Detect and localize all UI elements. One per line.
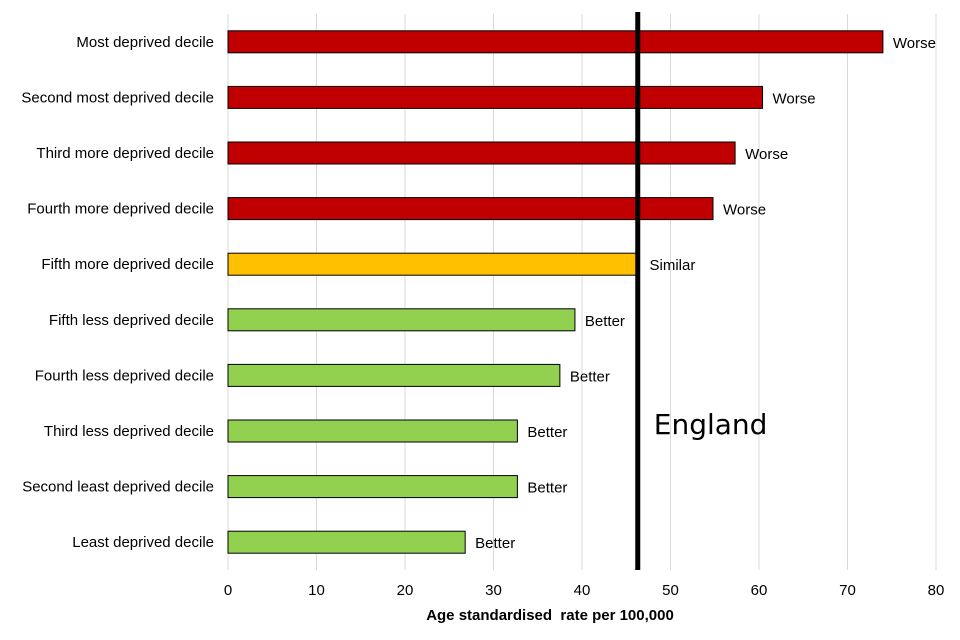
category-label: Fourth more deprived decile: [27, 201, 214, 218]
bar: [227, 363, 561, 387]
bar: [227, 141, 736, 165]
bar: [227, 475, 518, 499]
reference-line-label: England: [654, 408, 768, 441]
bar: [227, 419, 518, 443]
category-label: Third more deprived decile: [36, 145, 214, 162]
x-tick-label: 60: [751, 582, 768, 599]
bar: [227, 197, 714, 221]
x-tick-label: 70: [839, 582, 856, 599]
bar: [227, 30, 884, 54]
category-label: Fourth less deprived decile: [35, 367, 214, 384]
bar-comparison-label: Worse: [723, 202, 766, 219]
bar-comparison-label: Better: [570, 368, 610, 385]
category-label: Fifth less deprived decile: [49, 312, 214, 329]
bar-comparison-label: Better: [527, 480, 567, 497]
bar: [227, 308, 576, 332]
x-tick-label: 50: [662, 582, 679, 599]
bar-comparison-label: Better: [475, 535, 515, 552]
x-tick-label: 10: [308, 582, 325, 599]
bar-comparison-label: Worse: [745, 146, 788, 163]
bars: [227, 30, 884, 554]
category-label: Second most deprived decile: [21, 89, 214, 106]
bar: [227, 85, 764, 109]
category-label: Third less deprived decile: [44, 423, 214, 440]
x-tick-label: 80: [928, 582, 945, 599]
category-label: Most deprived decile: [76, 34, 214, 51]
labels: 0 10 20 30 40 50 60 70 80 Most deprived decile Wor…: [21, 34, 944, 599]
x-tick-label: 40: [574, 582, 591, 599]
bar: [227, 252, 641, 276]
x-axis-title: Age standardised rate per 100,000: [426, 607, 674, 624]
category-label: Fifth more deprived decile: [41, 256, 214, 273]
x-tick-label: 0: [224, 582, 232, 599]
bar-comparison-label: Worse: [893, 35, 936, 52]
category-label: Least deprived decile: [72, 534, 214, 551]
x-tick-label: 30: [485, 582, 502, 599]
bar-comparison-label: Worse: [773, 90, 816, 107]
bar-comparison-label: Better: [527, 424, 567, 441]
reference-line-group: England: [635, 12, 768, 570]
bar-comparison-label: Similar: [650, 257, 696, 274]
x-tick-label: 20: [397, 582, 414, 599]
category-label: Second least deprived decile: [22, 479, 214, 496]
bar: [227, 530, 466, 554]
bar-comparison-label: Better: [585, 313, 625, 330]
